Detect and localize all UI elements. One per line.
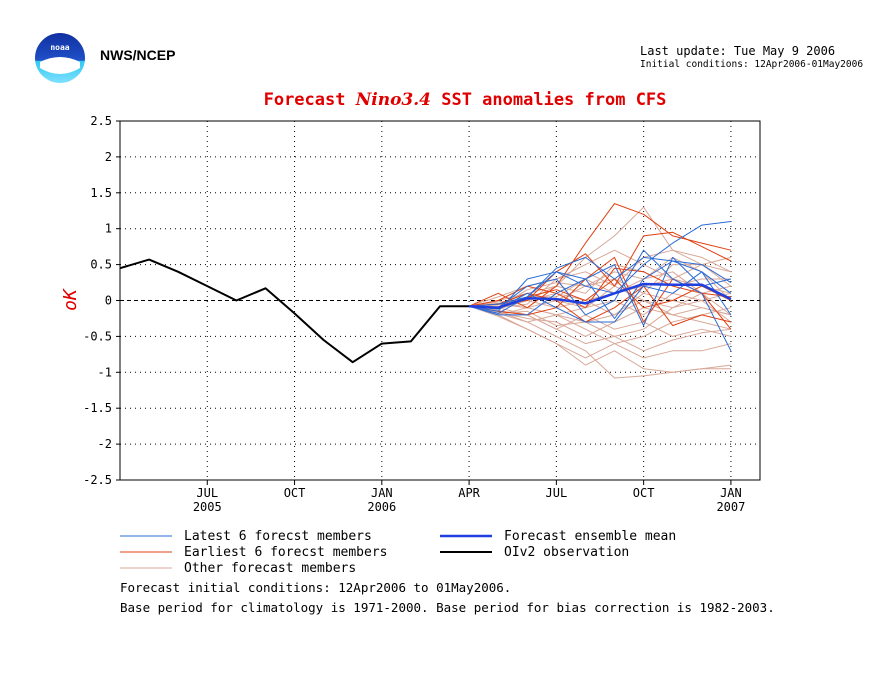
y-tick-label: 1.5 (90, 186, 112, 200)
other-member-line (468, 292, 732, 323)
x-tick-year: 2005 (193, 500, 222, 514)
legend-label: Latest 6 forecst members (184, 529, 372, 544)
last-update: Last update: Tue May 9 2006 (640, 44, 836, 58)
logo-text: noaa (50, 43, 69, 52)
latest-member-line (469, 256, 732, 307)
x-tick-label: OCT (284, 486, 306, 500)
lines-layer (119, 258, 732, 364)
legend-label: Other forecast members (184, 561, 356, 576)
earliest-member-line (469, 285, 732, 327)
legend-label: OIv2 observation (504, 545, 629, 560)
other-member-line (468, 305, 732, 359)
x-tick-label: JAN (371, 486, 393, 500)
chart-title: Forecast Nino3.4 SST anomalies from CFS (0, 90, 880, 110)
noaa-logo: noaa (35, 33, 85, 83)
org-name: NWS/NCEP (100, 47, 176, 63)
y-tick-label: -1 (98, 365, 112, 379)
y-axis-label: oK (60, 288, 81, 311)
members-layer (468, 203, 732, 379)
y-tick-label: -2 (98, 437, 112, 451)
y-tick-label: -0.5 (83, 329, 112, 343)
x-tick-label: OCT (633, 486, 655, 500)
earliest-member-line (468, 203, 732, 309)
y-tick-label: -1.5 (83, 401, 112, 415)
legend-label: Forecast ensemble mean (504, 529, 676, 544)
x-tick-label: JAN (720, 486, 742, 500)
initial-conditions-header: Initial conditions: 12Apr2006-01May2006 (640, 59, 864, 70)
title-suffix: SST anomalies from CFS (431, 90, 667, 110)
x-tick-year: 2006 (367, 500, 396, 514)
x-tick-label: JUL (196, 486, 218, 500)
latest-member-line (468, 256, 732, 327)
y-tick-label: 1 (105, 222, 112, 236)
x-tick-label: JUL (546, 486, 568, 500)
legend-layer: Latest 6 forecst members Forecast ensembl… (120, 529, 676, 576)
x-tick-year: 2007 (716, 500, 745, 514)
observation-line (119, 258, 470, 364)
other-member-line (469, 305, 731, 379)
x-tick-label: APR (458, 486, 480, 500)
latest-member-line (469, 221, 731, 312)
y-tick-label: -2.5 (83, 473, 112, 487)
ensemble-mean-line (469, 282, 732, 309)
y-tick-label: 0 (105, 294, 112, 308)
legend-label: Earliest 6 forecst members (184, 545, 388, 560)
footnote-initial-conditions: Forecast initial conditions: 12Apr2006 t… (120, 580, 512, 595)
y-tick-label: 2.5 (90, 114, 112, 128)
title-italic: Nino3.4 (355, 90, 431, 110)
logo-bird-shape (40, 57, 80, 74)
y-tick-label: 2 (105, 150, 112, 164)
earliest-member-line (469, 267, 731, 309)
plot-frame (119, 120, 761, 481)
y-tick-label: 0.5 (90, 258, 112, 272)
latest-member-line (469, 271, 732, 323)
grid-layer (120, 121, 760, 480)
footnote-base-period: Base period for climatology is 1971-2000… (120, 600, 775, 615)
title-prefix: Forecast (263, 90, 356, 110)
latest-member-line (469, 249, 732, 352)
